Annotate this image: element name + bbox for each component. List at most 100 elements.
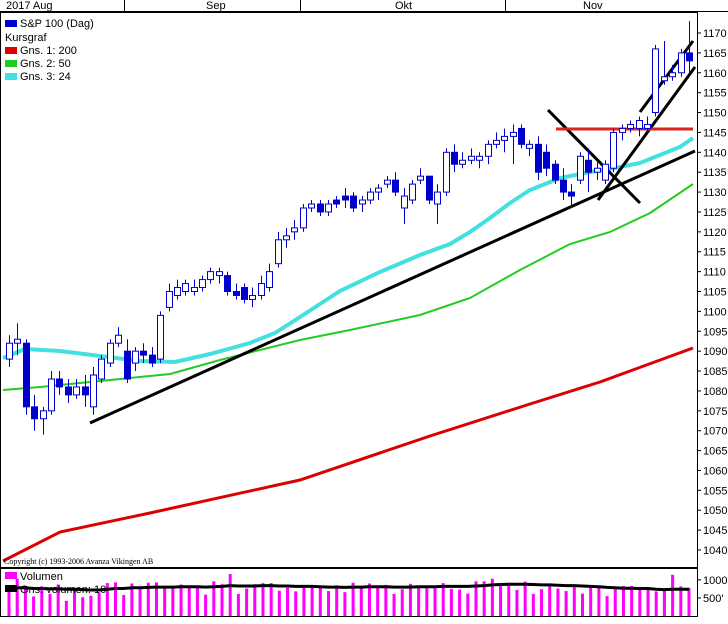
candle-body-up — [610, 131, 617, 169]
y-tick-label: 1055 — [703, 485, 727, 497]
candle-body-up — [157, 314, 164, 360]
volume-bar — [425, 588, 429, 616]
y-tick-label: 1075 — [703, 406, 727, 418]
candle-body-up — [40, 410, 47, 420]
volume-bar — [417, 585, 421, 616]
candle-body-up — [266, 271, 273, 289]
volume-bar — [638, 588, 642, 616]
volume-bar — [318, 587, 322, 616]
legend-swatch-gns3 — [5, 73, 17, 80]
volume-bar — [482, 581, 486, 616]
month-label-nov: Nov — [583, 0, 603, 12]
candle-body-down — [233, 291, 240, 296]
candle-body-down — [560, 179, 567, 193]
y-tick-label: 1040 — [703, 545, 727, 557]
volume-bar — [81, 597, 85, 616]
candle-body-up — [678, 52, 685, 74]
volume-bar — [359, 587, 363, 616]
y-tick-label: 1145 — [703, 127, 727, 139]
legend-swatch-gns-volumen — [5, 585, 17, 592]
candle-body-up — [14, 338, 21, 344]
legend-swatch-gns1 — [5, 47, 17, 54]
candles-group — [6, 21, 693, 435]
volume-bar — [89, 595, 93, 616]
ma-50-line — [2, 183, 694, 391]
candle-body-up — [594, 167, 601, 173]
candle-body-down — [426, 175, 433, 201]
volume-bar — [261, 583, 265, 616]
volume-bar — [154, 582, 158, 616]
volume-bar — [64, 600, 68, 616]
y-tick-label: 1170 — [703, 28, 727, 40]
volume-bar — [302, 587, 306, 616]
volume-axis: 1000' 500' — [697, 575, 728, 605]
candle-body-down — [585, 159, 592, 173]
volume-bar — [433, 586, 437, 616]
ma-200-line — [2, 346, 694, 563]
candle-body-up — [510, 131, 517, 137]
candle-body-up — [258, 283, 265, 296]
candle-body-down — [518, 127, 525, 145]
candle-body-up — [485, 143, 492, 157]
candle-body-up — [300, 207, 307, 229]
y-tick-label: 1080 — [703, 386, 727, 398]
candle-body-up — [577, 155, 584, 181]
volume-bar — [392, 593, 396, 616]
candle-body-up — [627, 123, 634, 129]
volume-bar — [97, 592, 101, 616]
y-tick-label: 1110 — [703, 267, 726, 279]
candle-body-up — [602, 163, 609, 181]
volume-bar — [212, 581, 216, 616]
candle-body-up — [191, 287, 198, 292]
y-tick-label: 1160 — [703, 68, 727, 80]
candle-body-down — [568, 191, 575, 197]
candle-body-up — [669, 72, 676, 78]
volume-bar — [572, 586, 576, 616]
candle-body-up — [417, 175, 424, 181]
volume-bar — [15, 578, 19, 616]
candle-body-down — [241, 287, 248, 300]
candle-body-down — [23, 342, 30, 408]
volume-bar — [548, 584, 552, 616]
volume-bar — [531, 593, 535, 616]
volume-bar — [384, 584, 388, 616]
volume-bar — [48, 593, 52, 616]
candle-body-up — [384, 179, 391, 185]
volume-bar — [449, 588, 453, 616]
candle-body-up — [652, 48, 659, 114]
candle-body-up — [636, 119, 643, 129]
candle-body-up — [199, 279, 206, 289]
volume-bar — [474, 581, 478, 616]
candle-body-down — [552, 163, 559, 181]
legend-label-volumen: Volumen — [20, 571, 63, 583]
y-tick-label: 1060 — [703, 465, 727, 477]
candle-body-down — [333, 199, 340, 205]
volume-bar — [40, 586, 44, 616]
volume-bar — [580, 593, 584, 616]
candle-body-up — [459, 159, 466, 165]
candle-body-down — [350, 195, 357, 209]
legend-label-gns2: Gns. 2: 50 — [20, 58, 71, 70]
y-tick-label: 1135 — [703, 167, 727, 179]
volume-bar — [605, 596, 609, 616]
volume-bar — [56, 584, 60, 616]
candle-body-up — [493, 139, 500, 145]
volume-avg-line — [8, 582, 689, 592]
y-tick-label: 1130 — [703, 187, 727, 199]
volume-bar — [654, 591, 658, 616]
trendline-resistance — [546, 108, 642, 205]
top-axis: 2017 Aug Sep Okt Nov — [0, 0, 728, 12]
candle-body-up — [249, 294, 256, 300]
y-tick-label: 1140 — [703, 147, 727, 159]
volume-bar — [179, 584, 183, 616]
candle-body-up — [48, 378, 55, 412]
volume-bar — [507, 582, 511, 616]
volume-bar — [408, 583, 412, 616]
candle-body-up — [308, 203, 315, 209]
volume-bar — [269, 583, 273, 616]
volume-bar — [589, 587, 593, 616]
candle-body-up — [90, 374, 97, 408]
volume-legend: Volumen Gns. volumen: 10 — [5, 571, 106, 596]
volume-bar — [146, 582, 150, 616]
